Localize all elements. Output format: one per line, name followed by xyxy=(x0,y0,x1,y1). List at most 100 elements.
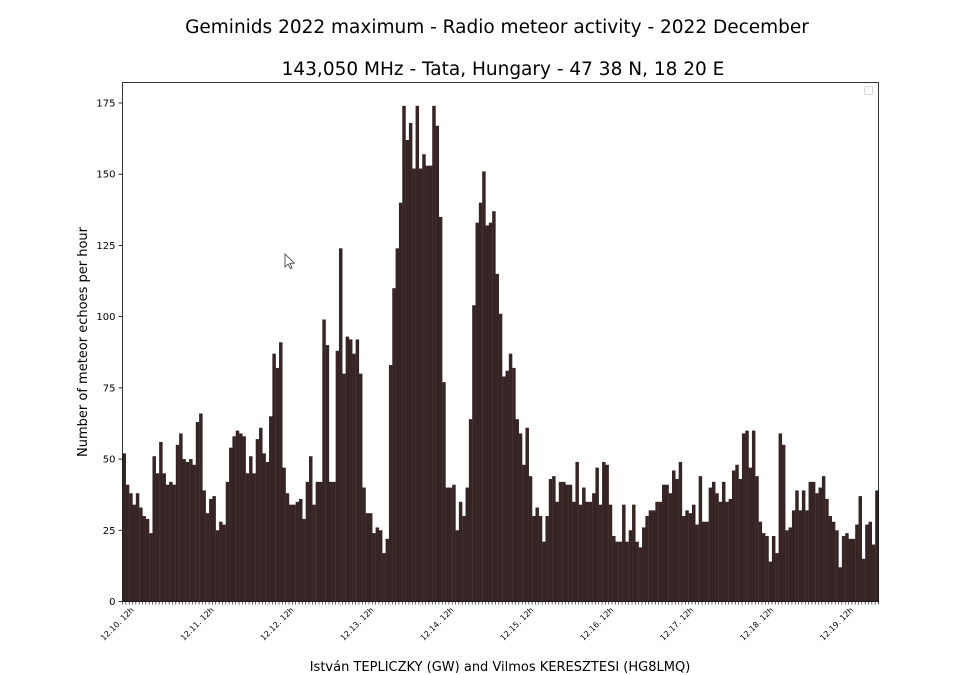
bar xyxy=(602,461,606,602)
bar xyxy=(129,493,133,602)
bar xyxy=(388,365,393,602)
bar xyxy=(402,105,406,602)
y-tick-label: 100 xyxy=(96,312,115,323)
bar xyxy=(595,467,599,602)
bar xyxy=(715,493,719,602)
bar xyxy=(299,498,303,602)
bar xyxy=(212,496,216,602)
bar xyxy=(831,521,836,602)
bar xyxy=(289,504,293,602)
bar xyxy=(552,476,556,602)
bar xyxy=(252,473,256,602)
bar xyxy=(442,382,446,602)
bar xyxy=(398,202,403,602)
bar xyxy=(795,490,799,602)
bar xyxy=(508,353,513,602)
bar xyxy=(565,484,569,602)
bar xyxy=(655,501,659,602)
bar xyxy=(262,453,266,602)
bar xyxy=(335,350,340,602)
bar xyxy=(608,504,613,602)
bar xyxy=(761,533,766,602)
bar xyxy=(322,319,326,602)
bar xyxy=(342,373,346,602)
bar xyxy=(695,524,699,602)
bar xyxy=(778,433,783,602)
bar xyxy=(185,461,190,602)
bar xyxy=(372,533,376,602)
bar xyxy=(741,433,746,602)
bar xyxy=(642,527,646,602)
bar xyxy=(725,501,729,602)
bar xyxy=(672,470,676,602)
bar xyxy=(272,353,276,602)
bar xyxy=(558,481,563,602)
bar xyxy=(358,373,363,602)
bar xyxy=(868,521,872,602)
bar xyxy=(435,125,440,602)
bar xyxy=(708,487,713,602)
bar xyxy=(315,481,320,602)
bar xyxy=(279,342,283,602)
bar xyxy=(765,535,769,602)
bar xyxy=(791,510,796,602)
bar xyxy=(189,459,193,602)
bar xyxy=(515,419,519,602)
bar xyxy=(572,501,576,602)
bar xyxy=(535,507,539,602)
bar xyxy=(179,433,183,602)
bar xyxy=(222,524,226,602)
bar xyxy=(452,484,456,602)
bar xyxy=(375,527,380,602)
bar xyxy=(665,484,669,602)
bar xyxy=(418,168,423,602)
bar xyxy=(648,510,653,602)
bar xyxy=(345,336,350,602)
bar xyxy=(219,521,223,602)
bar xyxy=(618,541,623,602)
x-tick-label: 12.10. 12h xyxy=(99,606,136,643)
bar xyxy=(139,507,143,602)
bar xyxy=(652,510,656,602)
bar xyxy=(538,516,543,602)
bar xyxy=(528,476,533,602)
bar xyxy=(362,487,366,602)
bar xyxy=(149,533,153,602)
bar xyxy=(242,436,246,602)
bar xyxy=(172,484,176,602)
bar xyxy=(232,436,236,602)
bar xyxy=(239,433,243,602)
bar xyxy=(255,439,260,602)
bar xyxy=(678,461,683,602)
bar xyxy=(685,510,689,602)
bar xyxy=(472,305,476,602)
bar xyxy=(195,422,200,602)
bar xyxy=(365,513,370,602)
bar xyxy=(292,504,296,602)
bar xyxy=(428,165,433,602)
bar xyxy=(688,513,693,602)
bar xyxy=(568,484,573,602)
bar xyxy=(775,553,779,602)
y-tick-label: 0 xyxy=(109,597,115,608)
bar xyxy=(858,496,862,602)
bar xyxy=(498,313,503,602)
x-tick-label: 12.16. 12h xyxy=(579,606,616,643)
x-tick-label: 12.15. 12h xyxy=(499,606,536,643)
bar xyxy=(462,516,466,602)
bar xyxy=(209,498,213,602)
x-tick-label: 12.11. 12h xyxy=(179,606,216,643)
bar xyxy=(628,530,633,602)
bar xyxy=(438,216,443,602)
bar xyxy=(468,419,473,602)
legend-box xyxy=(864,86,873,95)
bar xyxy=(348,339,353,602)
bar xyxy=(658,501,663,602)
bar xyxy=(582,487,586,602)
bar xyxy=(325,345,330,602)
bar xyxy=(718,501,723,602)
bar xyxy=(555,501,559,602)
bar xyxy=(808,481,813,602)
y-axis-label: Number of meteor echoes per hour xyxy=(76,226,91,457)
bar xyxy=(692,504,696,602)
